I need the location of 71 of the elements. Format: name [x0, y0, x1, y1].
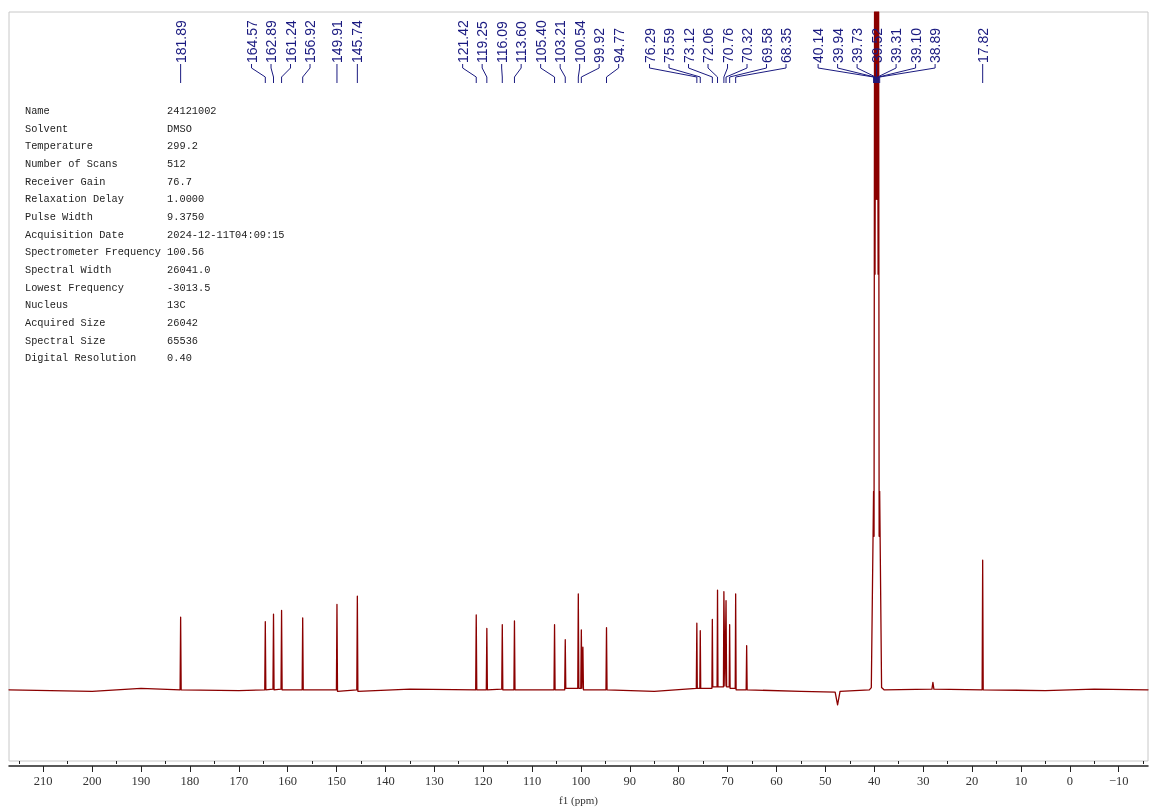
annotation: 99.92 [591, 27, 608, 63]
x-tick-label: 100 [571, 773, 591, 788]
annotation: 17.82 [974, 27, 991, 63]
annotation: Lowest Frequency -3013.5 [25, 280, 212, 296]
annotation: Spectral Width 26041.0 [25, 262, 212, 278]
annotation: 39.10 [907, 27, 924, 63]
annotation: Acquired Size 26042 [25, 315, 200, 331]
annotation: 161.24 [282, 19, 299, 63]
x-tick-label: 50 [819, 773, 832, 788]
annotation: 75.59 [661, 27, 678, 63]
annotation: Pulse Width 9.3750 [25, 209, 206, 225]
annotation: 70.32 [739, 27, 756, 63]
x-tick-label: 20 [965, 773, 979, 788]
annotation: 103.21 [552, 19, 569, 63]
x-tick-label: 30 [916, 773, 930, 788]
x-tick-label: 200 [82, 773, 102, 788]
annotation: 181.89 [172, 19, 189, 63]
annotation: 39.94 [829, 27, 846, 63]
annotation: Spectrometer Frequency 100.56 [25, 245, 206, 261]
annotation: Relaxation Delay 1.0000 [25, 192, 206, 208]
x-tick-label: 80 [672, 773, 685, 788]
annotation: 70.76 [719, 27, 736, 63]
x-tick-label: 60 [770, 773, 783, 788]
x-tick-label: 120 [473, 773, 493, 788]
annotation: 116.09 [493, 21, 510, 63]
x-tick-label: 140 [376, 773, 395, 788]
x-tick-label: 170 [229, 773, 249, 788]
annotation: 39.31 [888, 27, 905, 63]
x-tick-label: 90 [623, 773, 637, 788]
annotation: Number of Scans 512 [25, 156, 187, 172]
annotation: 69.58 [758, 27, 775, 63]
x-tick-label: 130 [424, 773, 444, 788]
x-tick-label: 0 [1066, 773, 1073, 788]
annotation: 73.12 [680, 27, 697, 63]
annotation: 156.92 [302, 19, 319, 63]
annotation: 162.89 [263, 19, 280, 63]
annotation: Nucleus 13C [25, 298, 187, 314]
annotation: 113.60 [513, 21, 530, 63]
annotation: 100.54 [571, 19, 588, 63]
x-tick-label: 40 [868, 773, 881, 788]
x-tick-label: 150 [327, 773, 346, 788]
x-axis-title: f1 (ppm) [559, 793, 599, 807]
annotation: 149.91 [328, 19, 345, 63]
x-tick-label: 70 [721, 773, 734, 788]
annotation: 121.42 [454, 19, 471, 63]
annotation: Solvent DMSO [25, 121, 193, 137]
annotation: 40.14 [810, 27, 827, 63]
annotation: 39.73 [849, 27, 866, 63]
annotation: 68.35 [778, 27, 795, 63]
annotation: 105.40 [532, 19, 549, 63]
x-tick-label: 110 [522, 773, 542, 788]
x-tick-label: −10 [1108, 773, 1129, 788]
annotation: Digital Resolution 0.40 [25, 351, 193, 367]
annotation: 39.52 [868, 27, 885, 63]
annotation: Name 24121002 [25, 104, 218, 119]
x-tick-label: 180 [180, 773, 200, 788]
x-tick-label: 160 [278, 773, 298, 788]
annotation: Temperature 299.2 [25, 139, 200, 155]
annotation: 94.77 [610, 27, 627, 63]
annotation: 145.74 [349, 19, 366, 63]
x-tick-label: 210 [33, 773, 53, 788]
x-tick-label: 10 [1014, 773, 1028, 788]
annotation: Receiver Gain 76.7 [25, 174, 193, 190]
x-tick-label: 190 [131, 773, 151, 788]
annotation: 119.25 [474, 21, 491, 63]
annotation: 76.29 [641, 27, 658, 63]
annotation: 38.89 [927, 27, 944, 63]
annotation: Spectral Size 65536 [25, 333, 200, 349]
annotation: 164.57 [243, 19, 260, 63]
annotation: Acquisition Date 2024-12-11T04:09:15 [25, 227, 285, 243]
annotation: 72.06 [700, 27, 717, 63]
